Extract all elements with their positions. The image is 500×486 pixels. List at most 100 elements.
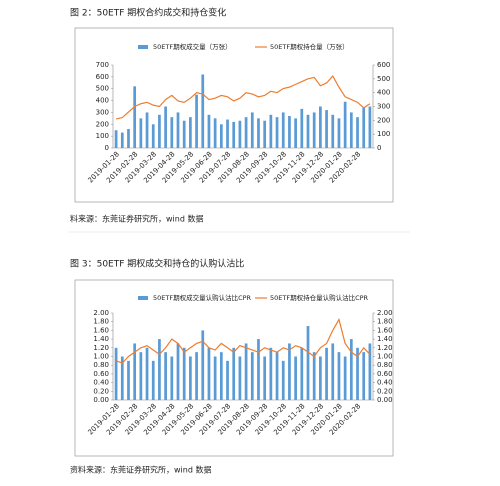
bar [368, 106, 372, 148]
legend-label: 50ETF期权成交量认购认沽比CPR [153, 293, 252, 302]
bar [349, 112, 353, 148]
bar [263, 356, 267, 400]
bar [189, 117, 192, 148]
bar [257, 118, 260, 148]
bar [312, 352, 316, 400]
y2-tick-label: 0.80 [377, 361, 393, 369]
bar [195, 352, 198, 400]
bar [201, 74, 205, 148]
y2-tick-label: 400 [377, 89, 390, 97]
bar [288, 343, 291, 400]
bar [207, 347, 211, 400]
y-tick-label: 500 [96, 85, 109, 93]
bar [281, 360, 285, 400]
bar [325, 110, 328, 148]
bar [164, 352, 167, 400]
bar [176, 343, 180, 400]
y-tick-label: 1.40 [93, 335, 109, 343]
y-tick-label: 300 [96, 108, 109, 116]
source-note: 料来源：东莞证券研究所，wind 数据 [70, 214, 203, 224]
bar [319, 356, 322, 400]
chart-frame [74, 27, 394, 203]
bar [219, 352, 223, 400]
bar [114, 130, 118, 148]
bar [170, 356, 174, 400]
bar [300, 347, 304, 400]
line-series [115, 317, 371, 364]
bar [207, 114, 211, 148]
source-note: 资料来源：东莞证券研究所，wind 数据 [70, 465, 211, 475]
bar [151, 124, 155, 148]
legend-swatch [138, 296, 148, 300]
y-tick-label: 0 [105, 144, 109, 152]
y2-tick-label: 2.00 [377, 309, 393, 317]
bar [275, 117, 279, 148]
y2-tick-label: 300 [377, 103, 390, 111]
y2-tick-label: 0.40 [377, 379, 393, 387]
bar [319, 106, 322, 148]
bar [331, 114, 335, 148]
bar [244, 117, 248, 148]
bar [158, 114, 161, 148]
bar [213, 356, 217, 400]
bar [145, 112, 149, 148]
bar [120, 132, 124, 148]
bar [176, 112, 180, 148]
y-tick-label: 0.00 [93, 396, 109, 404]
bar [288, 115, 291, 148]
y2-tick-label: 600 [377, 61, 390, 69]
bar [281, 112, 285, 148]
y-tick-label: 200 [96, 120, 109, 128]
bar [158, 339, 161, 400]
bar [294, 356, 297, 400]
bar [244, 343, 248, 400]
bar [182, 120, 186, 148]
bar [263, 120, 267, 148]
bar [356, 347, 359, 400]
y-tick-label: 0.40 [93, 379, 109, 387]
bar [139, 118, 143, 148]
bar [343, 356, 347, 400]
y-tick-label: 1.80 [93, 318, 109, 326]
legend-label: 50ETF期权成交量（万张） [153, 42, 232, 51]
bar [275, 352, 279, 400]
bar [164, 106, 167, 148]
line-series [115, 75, 371, 120]
y-tick-label: 1.00 [93, 353, 109, 361]
bar [306, 326, 310, 400]
y2-tick-label: 500 [377, 75, 390, 83]
y2-tick-label: 1.80 [377, 318, 393, 326]
y2-tick-label: 1.20 [377, 344, 393, 352]
y2-tick-label: 1.00 [377, 353, 393, 361]
bar [337, 352, 341, 400]
bar [151, 360, 155, 400]
y2-tick-label: 100 [377, 130, 390, 138]
bar [226, 119, 229, 148]
bar [232, 347, 236, 400]
bar [120, 356, 124, 400]
y2-tick-label: 0 [377, 144, 381, 152]
bar [219, 124, 223, 148]
bar [257, 339, 260, 400]
y-tick-label: 1.20 [93, 344, 109, 352]
bar [114, 347, 118, 400]
y2-tick-label: 0.60 [377, 370, 393, 378]
bar [127, 360, 130, 400]
legend-label: 50ETF期权持仓量认购认沽比CPR [270, 293, 369, 302]
y2-tick-label: 1.40 [377, 335, 393, 343]
bar [189, 356, 192, 400]
legend-label: 50ETF期权持仓量（万张） [270, 42, 349, 51]
y-tick-label: 600 [96, 73, 109, 81]
y2-tick-label: 0.20 [377, 387, 393, 395]
figure-caption: 图 2：50ETF 期权合约成交和持仓变化 [70, 7, 226, 19]
y2-tick-label: 200 [377, 116, 390, 124]
bar [170, 117, 174, 148]
bar [139, 352, 143, 400]
y-tick-label: 0.60 [93, 370, 109, 378]
y-tick-label: 100 [96, 132, 109, 140]
bar [325, 347, 328, 400]
y-tick-label: 400 [96, 97, 109, 105]
bar [306, 114, 310, 148]
bar [362, 107, 366, 148]
